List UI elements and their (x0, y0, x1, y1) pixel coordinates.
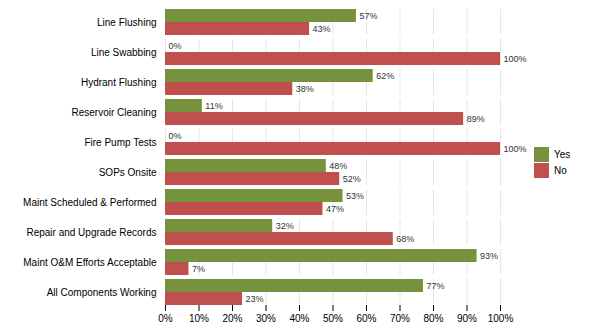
svg-text:53%: 53% (346, 191, 364, 201)
svg-text:90%: 90% (457, 313, 477, 324)
svg-text:Maint Scheduled & Performed: Maint Scheduled & Performed (23, 197, 156, 208)
svg-text:11%: 11% (205, 101, 222, 111)
svg-text:40%: 40% (289, 313, 309, 324)
svg-text:43%: 43% (313, 24, 331, 34)
svg-text:80%: 80% (423, 313, 443, 324)
svg-text:48%: 48% (329, 161, 347, 171)
svg-text:62%: 62% (376, 71, 394, 81)
svg-text:38%: 38% (296, 84, 314, 94)
html-text:Yes: Yes (554, 148, 571, 160)
svg-text:Maint O&M Efforts Acceptable: Maint O&M Efforts Acceptable (23, 257, 157, 268)
svg-text:77%: 77% (426, 281, 444, 291)
svg-text:50%: 50% (323, 313, 343, 324)
html-text:No: No (554, 164, 567, 176)
svg-text:Fire Pump Tests: Fire Pump Tests (84, 137, 156, 148)
svg-text:Line Swabbing: Line Swabbing (91, 47, 157, 58)
svg-text:57%: 57% (359, 11, 377, 21)
svg-text:100%: 100% (488, 313, 514, 324)
svg-text:0%: 0% (169, 131, 182, 141)
svg-text:All Components Working: All Components Working (47, 287, 157, 298)
svg-text:23%: 23% (246, 294, 264, 304)
svg-text:60%: 60% (356, 313, 376, 324)
svg-text:52%: 52% (343, 174, 361, 184)
svg-text:68%: 68% (396, 234, 414, 244)
svg-text:20%: 20% (222, 313, 242, 324)
svg-text:Line Flushing: Line Flushing (97, 17, 156, 28)
svg-text:SOPs Onsite: SOPs Onsite (99, 167, 157, 178)
svg-text:10%: 10% (189, 313, 209, 324)
svg-text:100%: 100% (504, 54, 527, 64)
svg-text:100%: 100% (504, 144, 527, 154)
svg-text:30%: 30% (256, 313, 276, 324)
svg-text:Hydrant Flushing: Hydrant Flushing (81, 77, 157, 88)
svg-text:32%: 32% (276, 221, 294, 231)
svg-text:0%: 0% (158, 313, 173, 324)
svg-text:89%: 89% (467, 114, 485, 124)
svg-text:70%: 70% (390, 313, 410, 324)
svg-text:47%: 47% (326, 204, 344, 214)
svg-text:0%: 0% (169, 41, 182, 51)
svg-text:7%: 7% (192, 264, 205, 274)
svg-text:Repair and Upgrade Records: Repair and Upgrade Records (26, 227, 156, 238)
svg-text:93%: 93% (480, 251, 498, 261)
svg-text:Reservoir Cleaning: Reservoir Cleaning (71, 107, 156, 118)
